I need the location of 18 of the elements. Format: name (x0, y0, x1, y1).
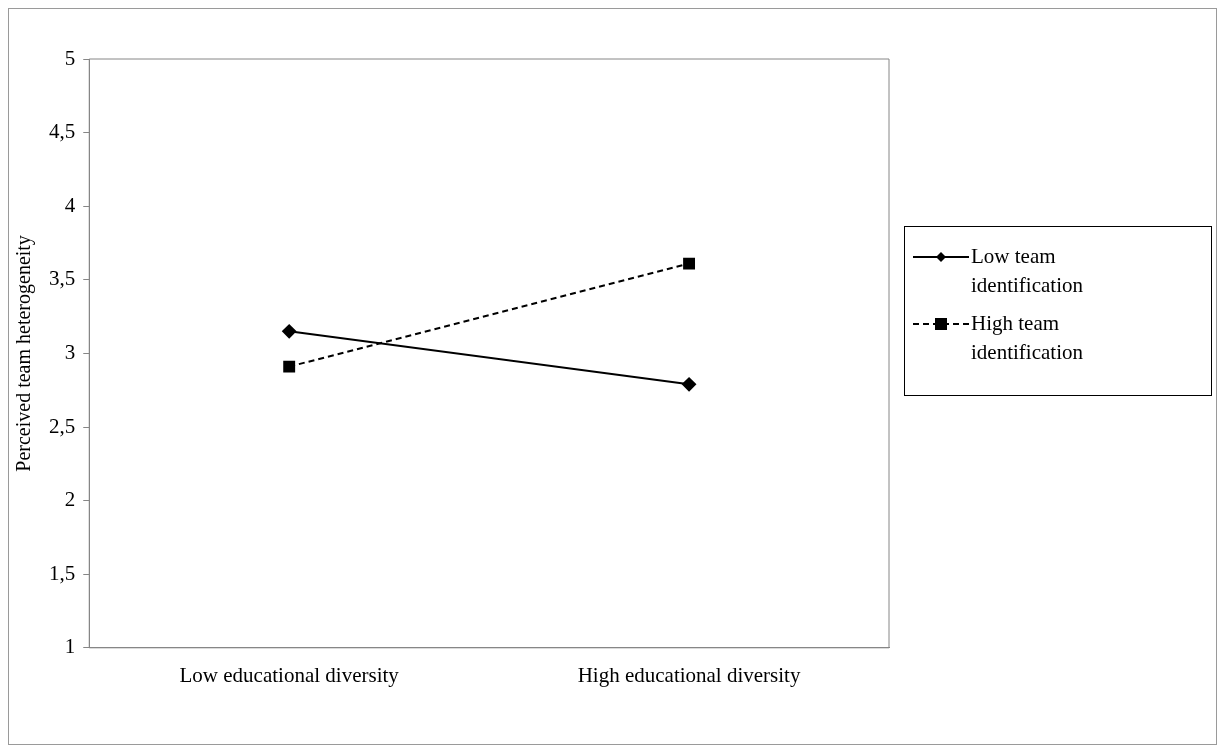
y-tick-label: 1 (64, 634, 76, 659)
point (282, 324, 297, 339)
y-tick-label: 3,5 (49, 266, 76, 291)
y-tick-label: 5 (64, 45, 76, 70)
point (683, 257, 696, 270)
point (283, 360, 296, 373)
y-tick-label: 2,5 (49, 413, 76, 438)
y-tick-label: 4,5 (49, 119, 76, 144)
y-tick-label: 4 (64, 192, 76, 217)
legend-label: High team identification (971, 310, 1084, 366)
legend-label: Low team identification (971, 243, 1084, 299)
x-tick-label: High educational diversity (577, 662, 801, 687)
point (682, 377, 697, 392)
y-axis-title: Perceived team heterogeneity (12, 235, 36, 472)
y-tick-label: 3 (64, 339, 76, 364)
y-tick-label: 1,5 (49, 560, 76, 585)
x-tick-label: Low educational diversity (179, 662, 400, 687)
y-tick-label: 2 (64, 487, 76, 512)
